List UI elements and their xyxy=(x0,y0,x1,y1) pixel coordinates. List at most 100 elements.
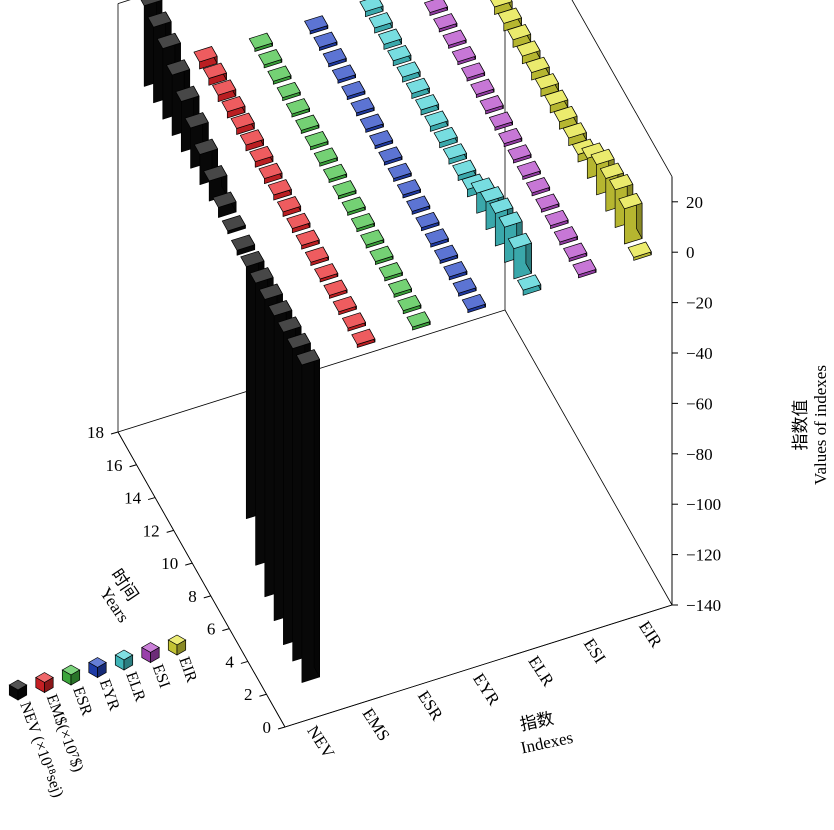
bar-esi xyxy=(470,78,495,98)
bar-top-face xyxy=(295,229,320,246)
bar-top-face xyxy=(424,110,449,127)
bar-nev xyxy=(296,349,320,683)
z-tick-label: −140 xyxy=(686,596,721,615)
bar-top-face xyxy=(489,197,514,214)
bar-top-face xyxy=(239,129,264,146)
bar-eyr xyxy=(434,244,459,264)
bar-eir xyxy=(507,24,532,48)
legend-label-eir: EIR xyxy=(175,655,200,685)
bar-esi xyxy=(433,13,458,33)
bar-top-face xyxy=(415,94,440,111)
bar-top-face xyxy=(562,122,587,139)
bar-top-face xyxy=(599,162,624,179)
bar-top-face xyxy=(147,11,172,28)
bar-top-face xyxy=(286,332,311,349)
bar-esi xyxy=(451,46,476,66)
bar-top-face xyxy=(313,31,338,48)
bar-esr xyxy=(341,196,366,216)
bar-esr xyxy=(313,147,338,167)
bar-top-face xyxy=(258,49,283,66)
bar-eyr xyxy=(350,97,375,117)
bar-top-face xyxy=(240,250,265,268)
bar-top-face xyxy=(627,241,652,258)
bar-top-face xyxy=(369,245,394,262)
bar-top-face xyxy=(230,112,255,129)
bar-top-face xyxy=(609,174,634,191)
bar-top-face xyxy=(563,242,588,259)
bar-top-face xyxy=(277,316,302,333)
bar-esr xyxy=(248,32,273,52)
bar-top-face xyxy=(497,7,522,24)
bar-elr xyxy=(452,159,477,181)
bar-ems xyxy=(351,328,376,348)
bar-top-face xyxy=(451,46,476,63)
bar-top-face xyxy=(535,193,560,210)
bar-nev xyxy=(212,191,237,218)
bar-top-face xyxy=(424,228,449,245)
bar-top-face xyxy=(212,79,237,96)
bar-top-face xyxy=(498,127,523,145)
bar-top-face xyxy=(378,262,403,279)
bar-top-face xyxy=(359,0,384,12)
bar-top-face xyxy=(461,293,486,311)
bar-top-face xyxy=(276,81,301,99)
x-tick-labels: NEV EMS ESR EYR ELR ESI EIR xyxy=(303,618,666,763)
bar-top-face xyxy=(368,12,393,29)
bar-eir xyxy=(516,40,541,65)
bar-top-face xyxy=(396,61,421,78)
x-tick-label: ESR xyxy=(414,687,447,724)
bar-ems xyxy=(314,263,339,283)
bar-eyr xyxy=(452,277,477,297)
bar-ems xyxy=(342,312,366,332)
x-tick-label: ESI xyxy=(580,635,610,667)
bar-elr xyxy=(424,110,449,132)
bar-top-face xyxy=(304,246,329,263)
bar-ems xyxy=(202,62,227,86)
bar-top-face xyxy=(479,95,504,112)
bar-top-face xyxy=(231,234,256,251)
bar-top-face xyxy=(442,29,467,46)
bar-top-face xyxy=(202,62,227,79)
legend: NEV (×10¹⁸sej)EM$(×10⁷$)ESR EYR ELR ESI EIR xyxy=(8,634,200,800)
bar-eyr xyxy=(424,228,449,248)
bar-top-face xyxy=(387,45,412,62)
bar-top-face xyxy=(331,64,356,81)
bar-esi xyxy=(516,160,541,180)
bar-elr xyxy=(368,12,393,34)
x-tick-label: EMS xyxy=(359,705,394,745)
bar-eyr xyxy=(443,261,468,281)
z-tick-label: 20 xyxy=(686,193,703,212)
bar-top-face xyxy=(212,191,237,208)
z-tick-label: −40 xyxy=(686,344,713,363)
legend-swatch-nev xyxy=(8,679,28,701)
bar-ems xyxy=(323,279,348,299)
bar-esi xyxy=(572,259,597,279)
bar-ems xyxy=(212,79,237,103)
bar-eyr xyxy=(387,162,412,182)
z-axis-title-cn: 指数值 xyxy=(791,400,810,451)
bar-top-face xyxy=(553,226,578,243)
bar-top-face xyxy=(323,279,348,296)
bar-top-face xyxy=(359,113,384,130)
bar-top-face xyxy=(360,229,385,246)
bar-top-face xyxy=(304,15,329,32)
bar-top-face xyxy=(267,179,292,196)
bar-top-face xyxy=(525,56,550,73)
bar-esr xyxy=(295,114,320,134)
bar-eyr xyxy=(341,80,366,101)
bar-elr xyxy=(359,0,384,18)
bar-top-face xyxy=(351,328,376,345)
bar-side-face xyxy=(313,349,320,678)
y-tick-mark xyxy=(277,726,286,730)
legend-swatch-esr xyxy=(61,664,81,686)
y-tick-mark xyxy=(222,628,230,632)
frame-line xyxy=(117,431,286,728)
bar-top-face xyxy=(415,211,440,229)
x-tick-label: EYR xyxy=(469,670,504,709)
z-tick-label: 0 xyxy=(686,243,695,262)
bar-ems xyxy=(304,246,329,266)
y-tick-label: 2 xyxy=(244,685,253,704)
z-tick-label: −80 xyxy=(686,445,713,464)
y-tick-label: 6 xyxy=(207,620,216,639)
